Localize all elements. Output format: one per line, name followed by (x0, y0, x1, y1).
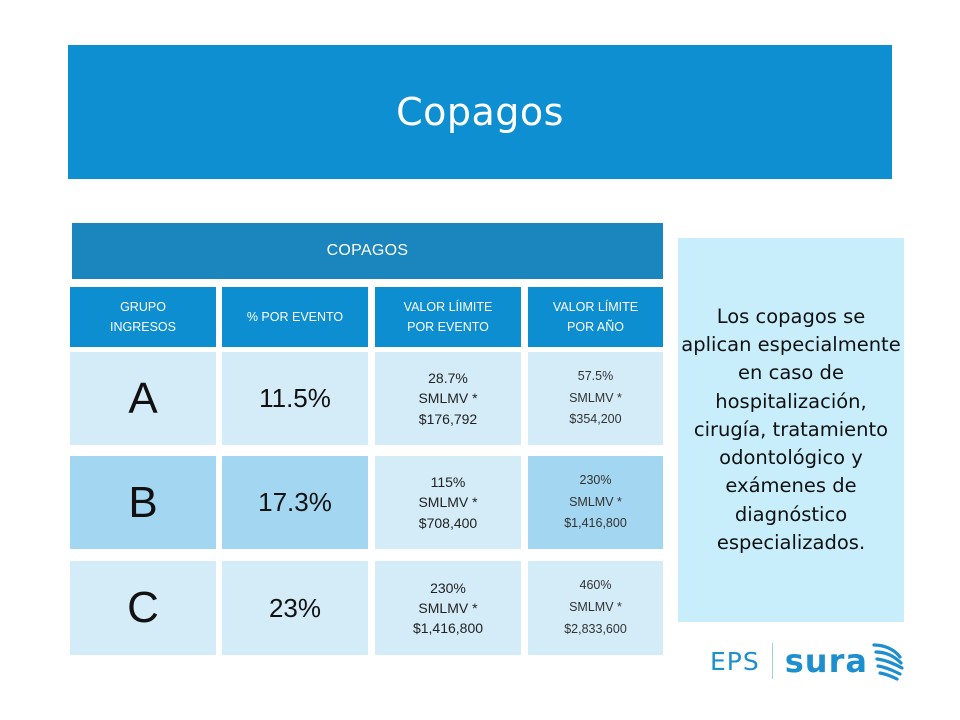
table-cell-limit-event: 115% SMLMV * $708,400 (375, 456, 521, 549)
limit-year-value: 460% SMLMV * $2,833,600 (564, 578, 627, 636)
page-title: Copagos (396, 90, 564, 134)
column-header-label: GRUPO INGRESOS (110, 300, 176, 334)
group-letter: B (128, 477, 158, 527)
table-cell-limit-year: 230% SMLMV * $1,416,800 (528, 456, 663, 549)
eps-sura-logo: EPS sura (710, 636, 910, 686)
percent-value: 11.5% (259, 383, 331, 413)
logo-eps-text: EPS (710, 646, 760, 676)
table-cell-group: A (70, 352, 216, 445)
group-letter: C (127, 583, 159, 632)
limit-year-value: 57.5% SMLMV * $354,200 (569, 368, 622, 427)
percent-value: 17.3% (258, 487, 332, 517)
column-header-valor-limite-ano: VALOR LÍMITE POR AÑO (528, 287, 663, 347)
percent-value: 23% (268, 592, 322, 623)
table-cell-group: B (70, 456, 216, 549)
table-cell-percent: 23% (222, 561, 368, 655)
table-cell-percent: 11.5% (222, 352, 368, 445)
table-header: COPAGOS (72, 223, 663, 279)
limit-event-value: 115% SMLMV * $708,400 (418, 474, 478, 531)
table-cell-limit-year: 460% SMLMV * $2,833,600 (528, 561, 663, 655)
table-cell-percent: 17.3% (222, 456, 368, 549)
table-cell-limit-event: 230% SMLMV * $1,416,800 (375, 561, 521, 655)
column-header-label: VALOR LÍMITE POR AÑO (552, 300, 639, 334)
side-note-text: Los copagos se aplican especialmente en … (681, 304, 901, 554)
table-cell-limit-event: 28.7% SMLMV * $176,792 (375, 352, 521, 445)
table-cell-limit-year: 57.5% SMLMV * $354,200 (528, 352, 663, 445)
limit-event-value: 230% SMLMV * $1,416,800 (412, 579, 484, 637)
column-header-valor-limite-evento: VALOR LÍIMITE POR EVENTO (375, 287, 521, 347)
table-cell-group: C (70, 561, 216, 655)
column-header-label: % POR EVENTO (246, 310, 344, 324)
title-banner: Copagos (68, 45, 892, 179)
column-header-grupo-ingresos: GRUPO INGRESOS (70, 287, 216, 347)
limit-event-value: 28.7% SMLMV * $176,792 (418, 370, 478, 427)
logo-brand-text: sura (784, 642, 868, 680)
column-header-label: VALOR LÍIMITE POR EVENTO (403, 300, 493, 334)
limit-year-value: 230% SMLMV * $1,416,800 (564, 472, 627, 531)
side-note-box: Los copagos se aplican especialmente en … (678, 238, 904, 622)
sura-wings-icon (872, 643, 904, 681)
logo-divider (771, 643, 773, 679)
group-letter: A (128, 373, 158, 423)
column-header-porcentaje-evento: % POR EVENTO (222, 287, 368, 347)
